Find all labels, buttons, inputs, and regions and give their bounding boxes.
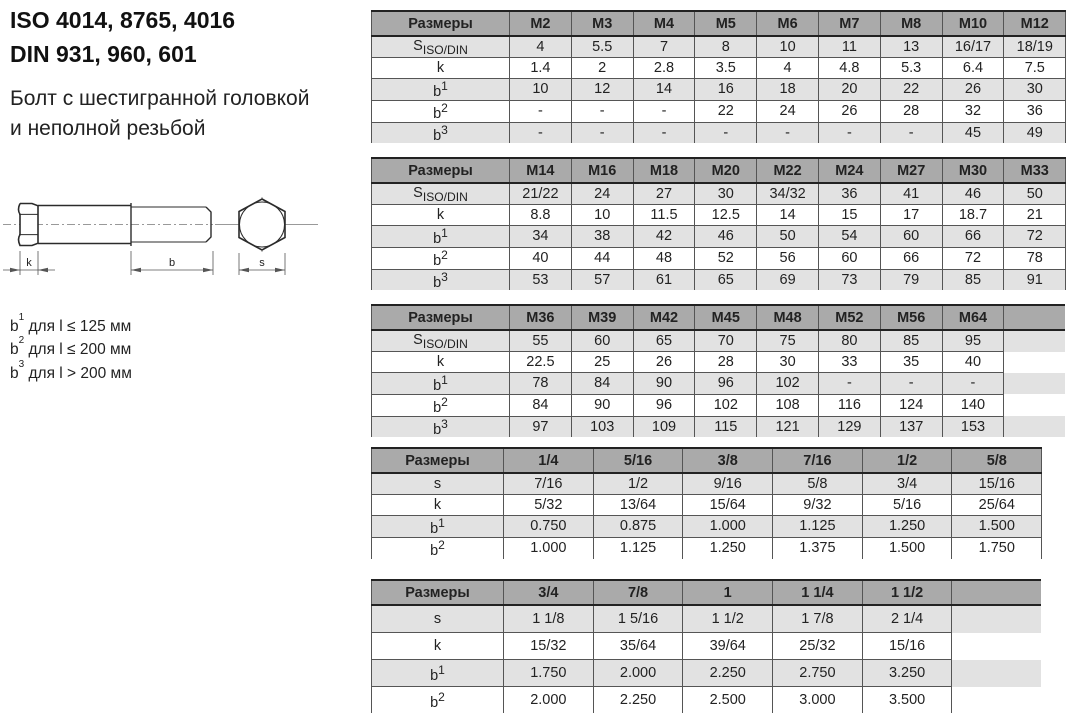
svg-text:k: k (26, 257, 32, 269)
svg-text:b: b (169, 257, 175, 269)
svg-text:s: s (259, 257, 265, 269)
